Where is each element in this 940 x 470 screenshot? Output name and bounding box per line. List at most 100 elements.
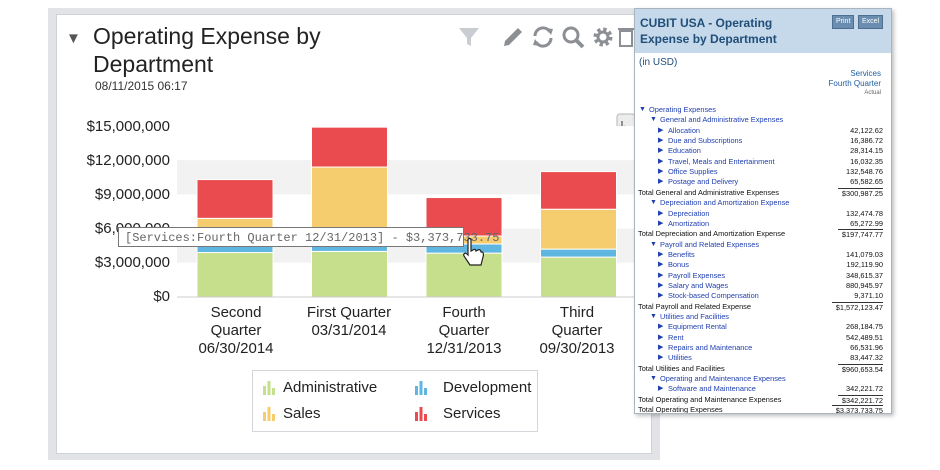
detail-panel: CUBIT USA - Operating Expense by Departm… — [634, 8, 892, 414]
panel-title: CUBIT USA - Operating Expense by Departm… — [640, 16, 777, 46]
table-row[interactable]: ▶ Postage and Delivery 65,582.65 — [638, 177, 883, 187]
legend-swatch-sales — [263, 407, 275, 421]
expand-right-icon[interactable]: ▶ — [658, 292, 664, 300]
bar-sales[interactable] — [540, 208, 617, 250]
table-row[interactable]: ▼ General and Administrative Expenses — [638, 115, 883, 125]
row-label: Operating Expenses — [649, 105, 716, 114]
table-row[interactable]: ▶ Due and Subscriptions 16,386.72 — [638, 136, 883, 146]
table-row[interactable]: ▶ Utilities 83,447.32 — [638, 353, 883, 363]
x-category-label: Fourth Quarter 12/31/2013 — [426, 304, 502, 357]
table-total-row: Total Utilities and Facilities $960,653.5… — [638, 363, 883, 375]
filter-icon[interactable] — [456, 24, 482, 50]
expand-right-icon[interactable]: ▶ — [658, 250, 664, 258]
gear-icon[interactable] — [590, 24, 616, 50]
row-label: Total Utilities and Facilities — [638, 363, 725, 373]
row-label: Allocation — [668, 125, 701, 135]
legend-swatch-administrative — [263, 381, 275, 395]
table-row[interactable]: ▶ Amortization 65,272.99 — [638, 219, 883, 229]
table-row[interactable]: ▶ Bonus 192,119.90 — [638, 260, 883, 270]
y-tick-label: $12,000,000 — [86, 152, 170, 169]
expand-right-icon[interactable]: ▶ — [658, 333, 664, 341]
expand-right-icon[interactable]: ▶ — [658, 281, 664, 289]
legend-label: Sales — [283, 405, 321, 422]
row-value: $3,373,733.75 — [831, 405, 883, 413]
table-row[interactable]: ▶ Repairs and Maintenance 66,531.96 — [638, 343, 883, 353]
table-total-row: Total Operating Expenses $3,373,733.75 — [638, 405, 883, 413]
print-button[interactable]: Print — [832, 15, 855, 29]
expand-down-icon[interactable]: ▼ — [639, 106, 646, 113]
legend-swatch-development — [415, 381, 427, 395]
expand-down-icon[interactable]: ▼ — [650, 240, 657, 248]
table-row[interactable]: ▶ Software and Maintenance 342,221.72 — [638, 384, 883, 394]
bar-development[interactable] — [540, 248, 617, 258]
row-label: Rent — [668, 332, 684, 342]
expand-right-icon[interactable]: ▶ — [658, 323, 664, 331]
table-row[interactable]: ▼ Utilities and Facilities — [638, 312, 883, 322]
table-row[interactable]: ▶ Depreciation 132,474.78 — [638, 209, 883, 219]
expand-right-icon[interactable]: ▶ — [658, 178, 664, 186]
pencil-icon[interactable] — [500, 24, 526, 50]
expand-right-icon[interactable]: ▶ — [658, 126, 664, 134]
table-row[interactable]: ▶ Equipment Rental 268,184.75 — [638, 322, 883, 332]
row-value: 192,119.90 — [846, 260, 883, 270]
row-label: Payroll and Related Expenses — [660, 239, 760, 249]
expand-right-icon[interactable]: ▶ — [658, 157, 664, 165]
expand-right-icon[interactable]: ▶ — [658, 344, 664, 352]
collapse-toggle-icon[interactable]: ▼ — [66, 30, 81, 47]
expand-right-icon[interactable]: ▶ — [658, 168, 664, 176]
legend-swatch-services — [415, 407, 427, 421]
table-row[interactable]: ▶ Allocation 42,122.62 — [638, 126, 883, 136]
bar-administrative[interactable] — [540, 256, 617, 298]
table-row[interactable]: ▶ Payroll Expenses 348,615.37 — [638, 271, 883, 281]
table-row[interactable]: ▶ Rent 542,489.51 — [638, 333, 883, 343]
table-row[interactable]: ▶ Stock-based Compensation 9,371.10 — [638, 291, 883, 301]
bar-administrative[interactable] — [425, 252, 503, 298]
row-value: 268,184.75 — [846, 322, 883, 332]
column-header-period: Fourth Quarter — [828, 79, 881, 88]
expand-right-icon[interactable]: ▶ — [658, 219, 664, 227]
expand-down-icon[interactable]: ▼ — [650, 313, 657, 320]
row-value: 65,272.99 — [850, 218, 883, 228]
table-row[interactable]: ▼ Operating and Maintenance Expenses — [638, 374, 883, 384]
row-value: $960,653.54 — [837, 363, 883, 375]
row-label: Travel, Meals and Entertainment — [668, 156, 775, 166]
expand-right-icon[interactable]: ▶ — [658, 261, 664, 269]
bar-administrative[interactable] — [196, 252, 274, 298]
table-row[interactable]: ▶ Office Supplies 132,548.76 — [638, 167, 883, 177]
table-row[interactable]: ▼ Payroll and Related Expenses — [638, 240, 883, 250]
y-tick-label: $0 — [153, 288, 170, 305]
trash-icon[interactable] — [618, 24, 634, 50]
row-value: $342,221.72 — [837, 394, 883, 406]
table-row[interactable]: ▶ Salary and Wages 880,945.97 — [638, 281, 883, 291]
widget-timestamp: 08/11/2015 06:17 — [95, 79, 188, 93]
chart-legend: Administrative Development Sales Service… — [252, 370, 538, 432]
table-total-row: Total General and Administrative Expense… — [638, 187, 883, 198]
expand-down-icon[interactable]: ▼ — [650, 116, 657, 124]
table-row[interactable]: ▶ Benefits 141,079.03 — [638, 250, 883, 260]
expand-right-icon[interactable]: ▶ — [658, 209, 664, 217]
refresh-icon[interactable] — [530, 24, 556, 50]
bar-services[interactable] — [540, 171, 617, 210]
table-total-row: Total Depreciation and Amortization Expe… — [638, 229, 883, 239]
expand-down-icon[interactable]: ▼ — [650, 199, 657, 207]
expand-right-icon[interactable]: ▶ — [658, 385, 664, 393]
row-label: Total Depreciation and Amortization Expe… — [638, 229, 786, 239]
x-category-label: Second Quarter 06/30/2014 — [198, 304, 274, 357]
table-row[interactable]: ▼ Depreciation and Amortization Expense — [638, 198, 883, 208]
bar-services[interactable] — [196, 179, 274, 219]
excel-button[interactable]: Excel — [858, 15, 884, 29]
column-header-type: Actual — [864, 90, 881, 96]
search-icon[interactable] — [560, 24, 586, 50]
table-row[interactable]: ▼ Operating Expenses — [638, 105, 883, 115]
table-row[interactable]: ▶ Education 28,314.15 — [638, 146, 883, 156]
bar-services[interactable] — [311, 126, 388, 168]
row-label: Stock-based Compensation — [668, 291, 759, 301]
table-row[interactable]: ▶ Travel, Meals and Entertainment 16,032.… — [638, 157, 883, 167]
expand-right-icon[interactable]: ▶ — [658, 137, 664, 145]
row-label: Total Operating and Maintenance Expenses — [638, 394, 782, 404]
expand-down-icon[interactable]: ▼ — [650, 375, 657, 383]
bar-administrative[interactable] — [311, 250, 388, 298]
expand-right-icon[interactable]: ▶ — [658, 271, 664, 279]
expand-right-icon[interactable]: ▶ — [658, 354, 664, 362]
expand-right-icon[interactable]: ▶ — [658, 147, 664, 155]
